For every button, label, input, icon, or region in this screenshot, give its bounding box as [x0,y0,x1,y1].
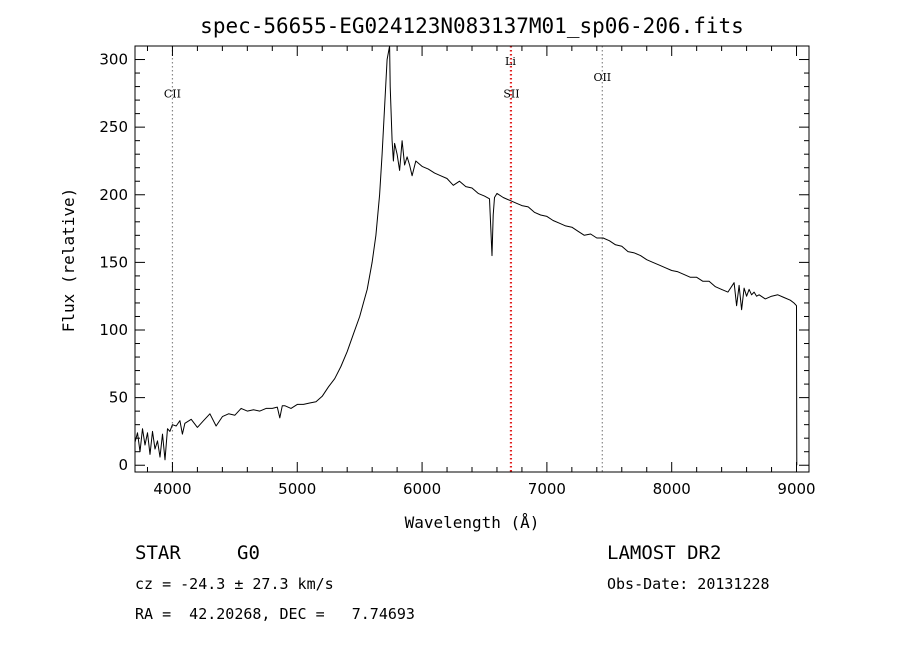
survey-name: LAMOST DR2 [607,542,722,564]
x-axis-label: Wavelength (Å) [405,513,540,532]
y-tick-label: 50 [109,389,128,407]
x-tick-label: 7000 [528,480,566,498]
flux-series-line [134,45,798,466]
y-tick-label: 200 [99,186,128,204]
reference-lines: CII Li SII OII [164,46,611,472]
x-tick-label: 6000 [403,480,441,498]
x-tick-label: 9000 [777,480,815,498]
x-tick-label: 5000 [278,480,316,498]
y-tick-label: 0 [118,456,128,474]
y-tick-label: 250 [99,118,128,136]
reference-line-label: OII [593,71,611,84]
x-tick-label: 8000 [653,480,691,498]
plot-frame [134,45,810,473]
observation-date: Obs-Date: 20131228 [607,575,770,593]
object-subclass: G0 [237,542,260,564]
x-tick-label: 4000 [153,480,191,498]
reference-line-label: CII [164,87,181,100]
y-axis-label: Flux (relative) [59,188,78,333]
object-class: STAR [135,542,181,564]
chart-title: spec-56655-EG024123N083137M01_sp06-206.f… [200,14,744,38]
reference-line-label: Li [505,55,516,68]
redshift-cz: cz = -24.3 ± 27.3 km/s [135,575,334,593]
y-tick-label: 100 [99,321,128,339]
x-axis-ticks: 4000 5000 6000 7000 8000 9000 [146,46,816,498]
reference-line-label: SII [503,87,519,100]
y-tick-label: 300 [99,51,128,69]
y-axis-ticks: 0 50 100 150 200 250 300 [99,51,809,474]
sky-coordinates: RA = 42.20268, DEC = 7.74693 [135,605,415,623]
flux-series-group [134,45,798,466]
y-tick-label: 150 [99,253,128,271]
